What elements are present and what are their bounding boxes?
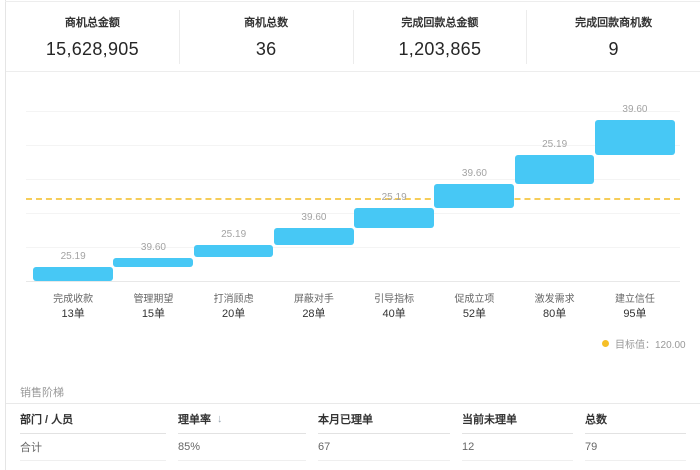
gridline — [26, 111, 680, 112]
bar-value-label: 39.60 — [622, 104, 648, 116]
chart-bar-激发需求[interactable] — [514, 155, 595, 184]
chart-legend: 目标值：120.00 — [602, 336, 686, 351]
stat-divider — [526, 9, 528, 64]
category-count: 15单 — [141, 308, 166, 320]
category-label: 屏蔽对手 — [293, 294, 334, 305]
bar-value-label: 25.19 — [381, 191, 407, 203]
stat-value: 36 — [255, 39, 277, 59]
stats-row: 商机总金额 15,628,905 商机总数 36 完成回款总金额 1,203,8… — [6, 2, 700, 72]
category-count: 52单 — [462, 308, 487, 320]
gridline — [26, 213, 680, 214]
bar-value-label: 39.60 — [461, 167, 487, 179]
chart-bar-管理期望[interactable] — [113, 257, 194, 268]
stat-divider — [352, 9, 354, 64]
cell-order-rate: 85% — [178, 434, 306, 461]
category-label: 激发需求 — [534, 294, 575, 305]
bar-value-label: 39.60 — [301, 211, 327, 223]
column-header-order-rate[interactable]: 理单率 ↓ — [178, 404, 306, 434]
gridline — [26, 145, 680, 146]
cell-month-handled: 67 — [318, 434, 450, 461]
stat-divider — [178, 9, 180, 64]
section-title-sales-ladder: 销售阶梯 — [20, 387, 64, 399]
target-legend-label: 目标值：120.00 — [615, 340, 686, 351]
stat-label: 完成回款商机数 — [575, 17, 653, 29]
bar-value-label: 39.60 — [140, 241, 166, 253]
stat-value: 1,203,865 — [398, 39, 482, 59]
column-header-department: 部门 / 人员 — [20, 404, 166, 434]
bar-value-label: 25.19 — [60, 251, 86, 263]
category-label: 管理期望 — [133, 294, 174, 305]
stat-card-opportunity-amount: 商机总金额 15,628,905 — [6, 2, 179, 71]
panel-left-border — [5, 0, 6, 470]
target-legend-dot-icon — [602, 340, 609, 347]
chart-bar-促成立项[interactable] — [434, 183, 515, 208]
chart-bar-引导指标[interactable] — [354, 207, 434, 228]
category-count: 13单 — [61, 308, 85, 320]
bar-value-label: 25.19 — [542, 139, 568, 151]
stat-card-payment-count: 完成回款商机数 9 — [527, 2, 700, 71]
chart-bar-建立信任[interactable] — [594, 120, 675, 156]
stat-label: 完成回款总金额 — [401, 17, 479, 29]
category-label: 促成立项 — [454, 294, 495, 305]
category-count: 95单 — [623, 308, 647, 320]
stat-label: 商机总数 — [244, 17, 289, 29]
category-count: 28单 — [302, 308, 326, 320]
table-row-total: 合计 85% 67 12 79 — [6, 434, 700, 461]
bar-value-label: 25.19 — [221, 228, 247, 240]
category-label: 完成收款 — [53, 294, 94, 305]
stat-card-payment-amount: 完成回款总金额 1,203,865 — [354, 2, 527, 71]
gridline — [26, 179, 680, 180]
stat-card-opportunity-count: 商机总数 36 — [180, 2, 353, 71]
target-value-line — [26, 198, 680, 201]
category-label: 引导指标 — [374, 294, 415, 305]
category-label: 打消顾虑 — [213, 294, 254, 305]
category-label: 建立信任 — [614, 294, 655, 305]
cell-total: 79 — [585, 434, 686, 461]
gridline — [26, 247, 680, 248]
cell-pending-link[interactable]: 12 — [462, 434, 573, 461]
stat-value: 9 — [608, 39, 619, 59]
chart-bar-完成收款[interactable] — [33, 267, 113, 281]
sort-descending-icon[interactable]: ↓ — [217, 412, 223, 425]
cell-department: 合计 — [20, 434, 166, 461]
column-header-pending: 当前未理单 — [462, 404, 573, 434]
category-count: 40单 — [382, 308, 406, 320]
stat-value: 15,628,905 — [45, 39, 139, 59]
category-count: 20单 — [222, 308, 246, 320]
sales-ladder-table: 部门 / 人员 理单率 ↓ 本月已理单 当前未理单 总数 合计 85% 67 12… — [6, 403, 700, 461]
chart-bar-屏蔽对手[interactable] — [273, 227, 354, 245]
panel-top-border — [5, 1, 700, 2]
stat-label: 商机总金额 — [64, 17, 120, 29]
x-axis-line — [26, 281, 680, 282]
chart-bar-打消顾虑[interactable] — [193, 244, 274, 258]
table-header-row: 部门 / 人员 理单率 ↓ 本月已理单 当前未理单 总数 — [6, 404, 700, 434]
column-header-month-handled: 本月已理单 — [318, 404, 450, 434]
column-header-total: 总数 — [585, 404, 686, 434]
category-count: 80单 — [543, 308, 567, 320]
